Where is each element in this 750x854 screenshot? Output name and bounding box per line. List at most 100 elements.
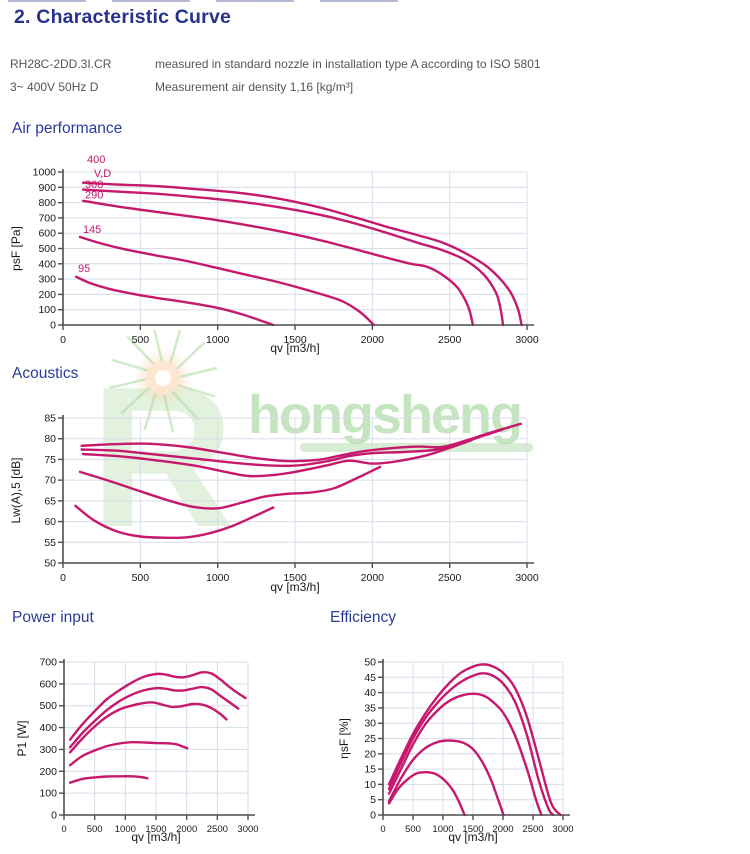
svg-text:qv [m3/h]: qv [m3/h] xyxy=(270,580,319,594)
svg-text:2000: 2000 xyxy=(492,824,513,835)
svg-text:1000: 1000 xyxy=(115,824,136,835)
svg-text:200: 200 xyxy=(38,289,56,301)
efficiency-chart: 0 5 10 15 20 25 30 35 40 45 50 0 500 1000 1500 2000 2500… xyxy=(320,645,630,854)
svg-text:600: 600 xyxy=(39,678,57,690)
svg-text:50: 50 xyxy=(364,657,376,669)
svg-text:45: 45 xyxy=(364,672,376,684)
svg-text:300: 300 xyxy=(85,179,103,191)
model-number: RH28C-2DD.3I.CR xyxy=(10,56,112,71)
svg-text:700: 700 xyxy=(38,212,56,224)
svg-text:100: 100 xyxy=(38,304,56,316)
svg-text:0: 0 xyxy=(60,572,66,584)
svg-text:2000: 2000 xyxy=(176,824,197,835)
svg-text:15: 15 xyxy=(364,764,376,776)
svg-text:1000: 1000 xyxy=(206,572,230,584)
svg-text:400: 400 xyxy=(87,154,105,166)
svg-text:Lw(A),5 [dB]: Lw(A),5 [dB] xyxy=(9,457,23,523)
svg-text:40: 40 xyxy=(364,687,376,699)
svg-text:3000: 3000 xyxy=(237,824,258,835)
svg-text:psF [Pa]: psF [Pa] xyxy=(9,226,23,271)
svg-text:1500: 1500 xyxy=(283,334,307,346)
svg-text:1500: 1500 xyxy=(283,572,307,584)
svg-text:300: 300 xyxy=(39,744,57,756)
svg-text:0: 0 xyxy=(60,334,66,346)
info-row-voltage: 3~ 400V 50Hz D Measurement air density 1… xyxy=(10,75,541,98)
clipped-row-artifact xyxy=(8,0,420,2)
svg-text:290: 290 xyxy=(85,189,103,201)
voltage-spec: 3~ 400V 50Hz D xyxy=(10,79,99,94)
svg-text:2500: 2500 xyxy=(438,572,462,584)
svg-text:400: 400 xyxy=(39,722,57,734)
svg-text:2500: 2500 xyxy=(438,334,462,346)
svg-text:80: 80 xyxy=(44,433,56,445)
svg-text:35: 35 xyxy=(364,702,376,714)
svg-text:400: 400 xyxy=(38,258,56,270)
svg-text:0: 0 xyxy=(51,810,57,822)
svg-text:25: 25 xyxy=(364,733,376,745)
svg-text:500: 500 xyxy=(39,700,57,712)
svg-text:qv [m3/h]: qv [m3/h] xyxy=(131,830,180,844)
info-row-model: RH28C-2DD.3I.CR measured in standard noz… xyxy=(10,52,541,75)
svg-text:2000: 2000 xyxy=(361,572,385,584)
svg-text:0: 0 xyxy=(61,824,66,835)
svg-text:800: 800 xyxy=(38,197,56,209)
svg-text:ηsF [%]: ηsF [%] xyxy=(337,718,351,759)
svg-text:500: 500 xyxy=(132,334,150,346)
svg-text:70: 70 xyxy=(44,475,56,487)
svg-text:2500: 2500 xyxy=(207,824,228,835)
svg-text:0: 0 xyxy=(380,824,385,835)
page-title: 2. Characteristic Curve xyxy=(14,6,232,28)
svg-text:30: 30 xyxy=(364,718,376,730)
svg-text:20: 20 xyxy=(364,748,376,760)
hongsheng-watermark: R hongsheng xyxy=(90,330,533,569)
svg-text:200: 200 xyxy=(39,766,57,778)
svg-text:1000: 1000 xyxy=(206,334,230,346)
watermark-text: hongsheng xyxy=(248,385,521,445)
svg-text:700: 700 xyxy=(39,657,57,669)
svg-text:95: 95 xyxy=(78,263,90,275)
svg-text:2000: 2000 xyxy=(361,334,385,346)
svg-text:75: 75 xyxy=(44,454,56,466)
svg-text:100: 100 xyxy=(39,788,57,800)
svg-text:3000: 3000 xyxy=(515,334,539,346)
measurement-standard: measured in standard nozzle in installat… xyxy=(155,56,541,71)
measurement-info: RH28C-2DD.3I.CR measured in standard noz… xyxy=(10,52,541,98)
svg-text:500: 500 xyxy=(38,243,56,255)
svg-text:5: 5 xyxy=(370,794,376,806)
svg-text:500: 500 xyxy=(87,824,103,835)
svg-text:3000: 3000 xyxy=(552,824,573,835)
svg-text:60: 60 xyxy=(44,516,56,528)
svg-text:qv [m3/h]: qv [m3/h] xyxy=(448,830,497,844)
svg-text:1000: 1000 xyxy=(432,824,453,835)
svg-text:qv [m3/h]: qv [m3/h] xyxy=(270,341,319,355)
acoustics-chart: 50 55 60 65 70 75 80 85 0 500 1000 1500 2000 2500 3000… xyxy=(0,400,640,610)
svg-text:300: 300 xyxy=(38,274,56,286)
svg-text:65: 65 xyxy=(44,495,56,507)
svg-text:V,D: V,D xyxy=(94,168,111,180)
power-input-heading: Power input xyxy=(12,609,94,626)
svg-text:2500: 2500 xyxy=(522,824,543,835)
pinwheel-logo-icon xyxy=(108,330,218,433)
svg-text:500: 500 xyxy=(132,572,150,584)
svg-text:600: 600 xyxy=(38,228,56,240)
svg-text:85: 85 xyxy=(44,413,56,425)
svg-text:500: 500 xyxy=(405,824,421,835)
svg-text:3000: 3000 xyxy=(515,572,539,584)
svg-text:0: 0 xyxy=(370,810,376,822)
svg-text:50: 50 xyxy=(44,558,56,570)
svg-text:1500: 1500 xyxy=(145,824,166,835)
svg-text:900: 900 xyxy=(38,182,56,194)
svg-text:P1 [W]: P1 [W] xyxy=(15,720,29,756)
svg-text:10: 10 xyxy=(364,779,376,791)
efficiency-heading: Efficiency xyxy=(330,609,397,626)
air-density-note: Measurement air density 1,16 [kg/m³] xyxy=(155,79,354,94)
air-performance-chart: 0 100 200 300 400 500 600 700 800 900 1000 0 500 1000… xyxy=(0,140,640,365)
acoustics-heading: Acoustics xyxy=(12,365,79,382)
power-input-chart: 0 100 200 300 400 500 600 700 0 500 1000 1500 2000 25… xyxy=(0,645,320,854)
svg-text:55: 55 xyxy=(44,537,56,549)
svg-text:1000: 1000 xyxy=(33,167,57,179)
air-performance-heading: Air performance xyxy=(12,120,123,137)
svg-text:1500: 1500 xyxy=(462,824,483,835)
svg-text:145: 145 xyxy=(83,224,101,236)
